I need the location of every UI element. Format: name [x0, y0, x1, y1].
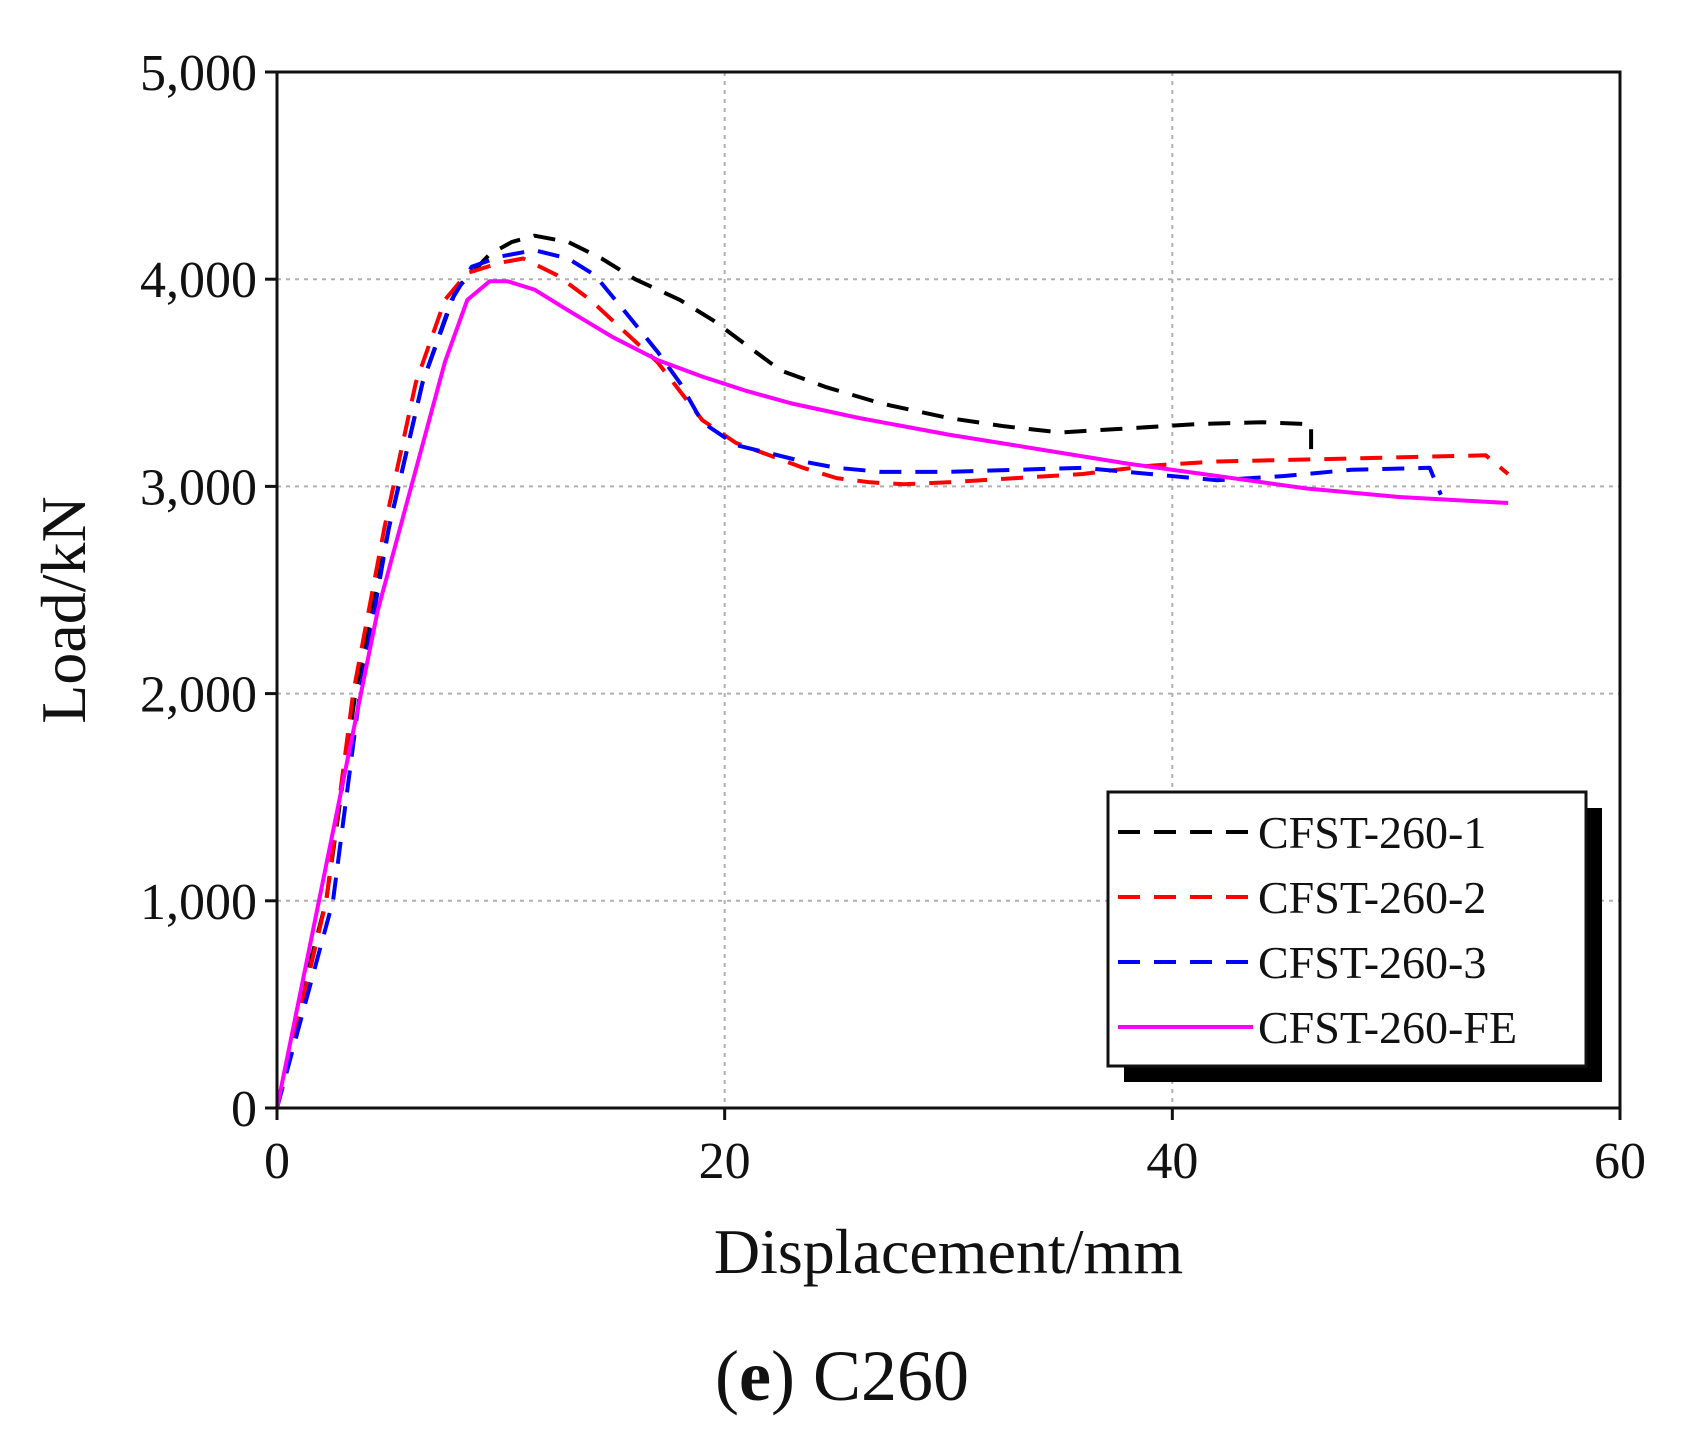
- y-tick-label: 2,000: [140, 667, 257, 724]
- legend: CFST-260-1 CFST-260-2 CFST-260-3 CFST-260-F…: [1106, 790, 1602, 1082]
- plot-frame: [275, 70, 1622, 1110]
- series-line-cfst-260-1: [275, 233, 1314, 1109]
- y-tick-label: 3,000: [140, 459, 257, 516]
- x-tick-label: 0: [264, 1133, 290, 1190]
- x-tick-label: 20: [699, 1133, 751, 1190]
- figure-caption: (e) C260: [715, 1336, 969, 1416]
- x-tick-label: 60: [1594, 1133, 1646, 1190]
- caption-letter: e: [739, 1336, 771, 1416]
- y-tick-label: 5,000: [140, 45, 257, 102]
- legend-label: CFST-260-1: [1258, 807, 1486, 858]
- legend-label: CFST-260-2: [1258, 872, 1486, 923]
- x-tick-label: 40: [1146, 1133, 1198, 1190]
- legend-label: CFST-260-3: [1258, 937, 1486, 988]
- legend-label: CFST-260-FE: [1258, 1002, 1517, 1053]
- y-tick-label: 1,000: [140, 874, 257, 931]
- caption-paren-close: ): [771, 1336, 795, 1416]
- ticks: 0 20 40 60 0 1,000 2,000 3,000 4,000 5,000: [140, 45, 1646, 1190]
- y-axis-label: Load/kN: [28, 496, 99, 724]
- caption-text: C260: [813, 1336, 969, 1416]
- series-layer: [275, 233, 1510, 1109]
- legend-items: CFST-260-1 CFST-260-2 CFST-260-3 CFST-260-F…: [1118, 807, 1517, 1053]
- y-tick-label: 4,000: [140, 252, 257, 309]
- series-line-cfst-260-fe: [275, 279, 1509, 1109]
- caption-paren-open: (: [715, 1336, 739, 1416]
- legend-box: [1106, 790, 1588, 1068]
- y-tick-label: 0: [231, 1081, 257, 1138]
- x-axis-label: Displacement/mm: [714, 1216, 1183, 1287]
- series-line-cfst-260-3: [275, 248, 1443, 1109]
